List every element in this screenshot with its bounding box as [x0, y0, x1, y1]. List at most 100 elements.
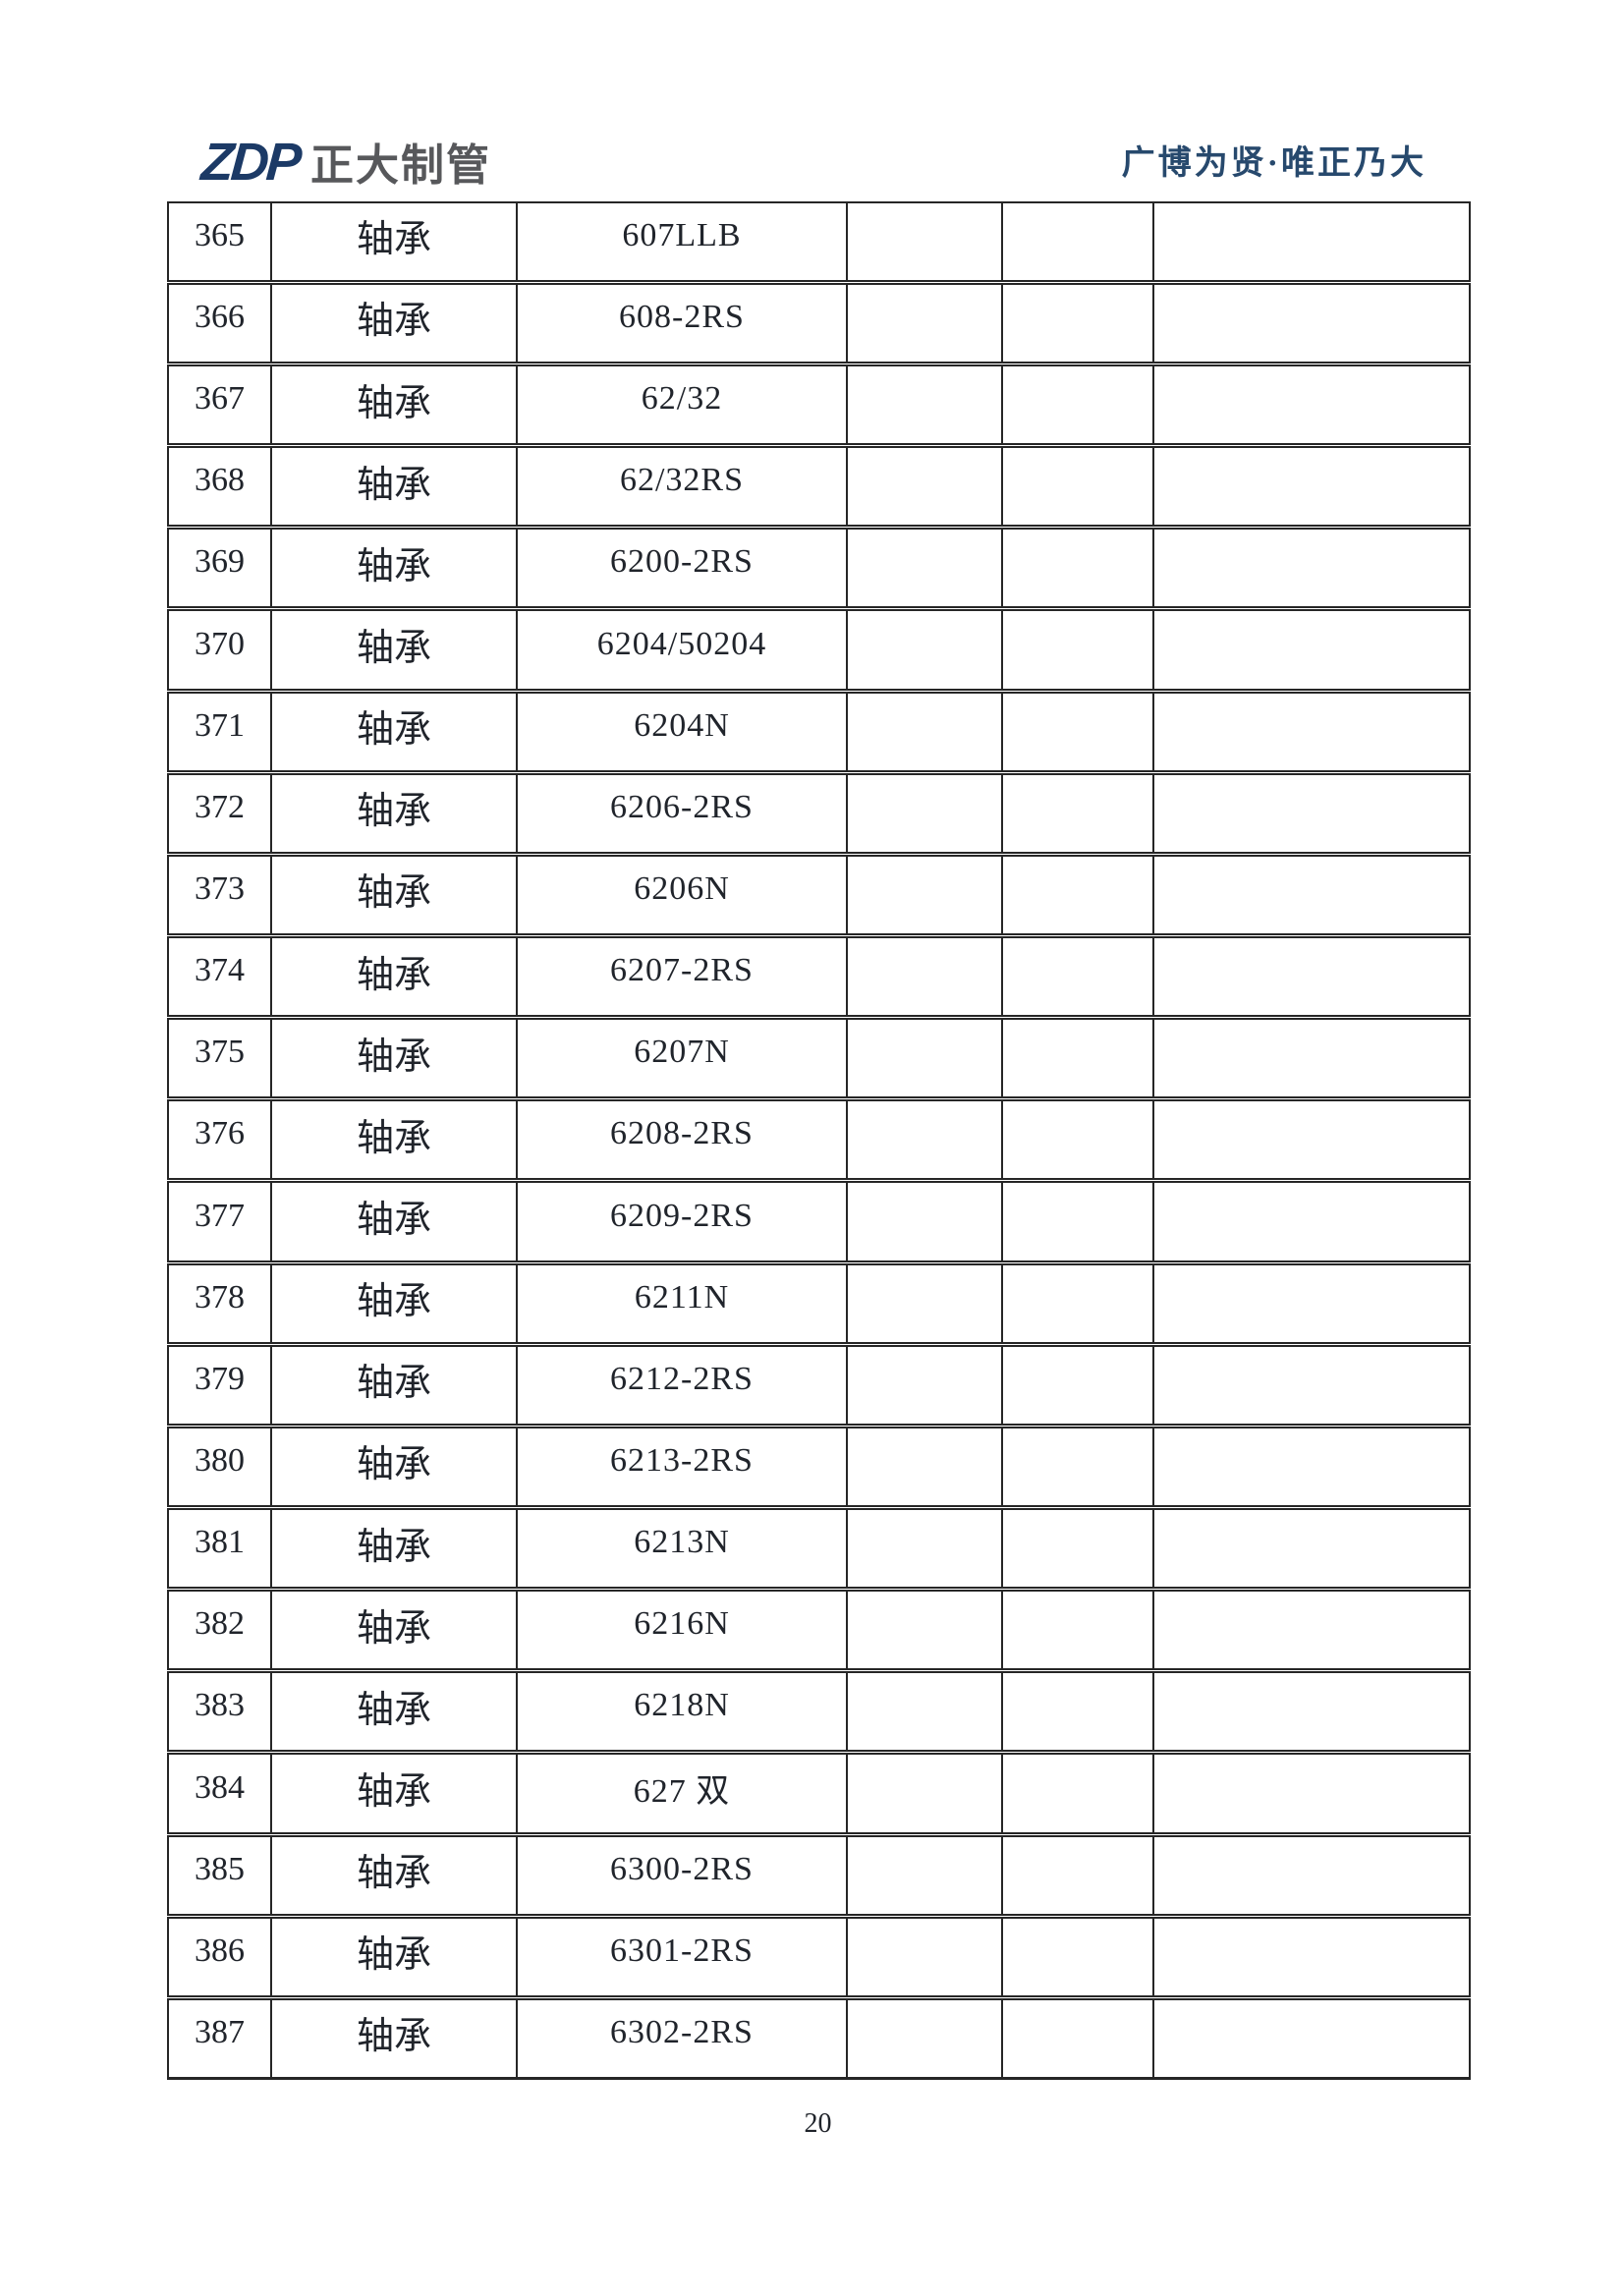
empty-cell	[1001, 1750, 1154, 1836]
item-name-cell: 轴承	[270, 443, 518, 529]
empty-cell	[846, 933, 1003, 1019]
row-number-cell: 378	[167, 1260, 272, 1346]
empty-cell	[846, 688, 1003, 774]
table-row: 374 轴承 6207-2RS	[167, 933, 1471, 1019]
table-row: 385 轴承 6300-2RS	[167, 1831, 1471, 1918]
empty-cell	[1001, 525, 1154, 610]
model-cell: 6206-2RS	[516, 769, 848, 856]
item-name-cell: 轴承	[270, 279, 518, 365]
empty-cell	[846, 525, 1003, 610]
empty-cell	[1152, 362, 1471, 447]
model-cell: 6216N	[516, 1587, 848, 1672]
row-number-cell: 371	[167, 688, 272, 774]
empty-cell	[1152, 1994, 1471, 2080]
empty-cell	[846, 1260, 1003, 1346]
empty-cell	[1152, 688, 1471, 774]
row-number-cell: 384	[167, 1750, 272, 1836]
empty-cell	[846, 769, 1003, 856]
empty-cell	[1152, 1750, 1471, 1836]
table-row: 387 轴承 6302-2RS	[167, 1994, 1471, 2080]
empty-cell	[846, 279, 1003, 365]
item-name-cell: 轴承	[270, 1587, 518, 1672]
item-name-cell: 轴承	[270, 1096, 518, 1182]
table-row: 365 轴承 607LLB	[167, 200, 1471, 284]
row-number-cell: 385	[167, 1831, 272, 1918]
empty-cell	[846, 1423, 1003, 1509]
table-row: 369 轴承 6200-2RS	[167, 525, 1471, 610]
item-name-cell: 轴承	[270, 1423, 518, 1509]
table-row: 368 轴承 62/32RS	[167, 443, 1471, 529]
model-cell: 6204/50204	[516, 606, 848, 693]
empty-cell	[1152, 279, 1471, 365]
empty-cell	[1152, 200, 1471, 284]
empty-cell	[1001, 1913, 1154, 1999]
empty-cell	[846, 1913, 1003, 1999]
model-cell: 62/32	[516, 362, 848, 447]
item-name-cell: 轴承	[270, 688, 518, 774]
item-name-cell: 轴承	[270, 1505, 518, 1591]
empty-cell	[1152, 1178, 1471, 1264]
empty-cell	[1001, 1994, 1154, 2080]
item-name-cell: 轴承	[270, 525, 518, 610]
empty-cell	[1152, 851, 1471, 937]
model-cell: 6218N	[516, 1668, 848, 1754]
item-name-cell: 轴承	[270, 1341, 518, 1428]
row-number-cell: 387	[167, 1994, 272, 2080]
empty-cell	[1001, 362, 1154, 447]
item-name-cell: 轴承	[270, 1913, 518, 1999]
empty-cell	[1001, 1015, 1154, 1100]
empty-cell	[1152, 769, 1471, 856]
empty-cell	[846, 200, 1003, 284]
table-row: 370 轴承 6204/50204	[167, 606, 1471, 693]
empty-cell	[846, 1831, 1003, 1918]
item-name-cell: 轴承	[270, 1994, 518, 2080]
table-row: 376 轴承 6208-2RS	[167, 1096, 1471, 1182]
empty-cell	[1152, 933, 1471, 1019]
empty-cell	[846, 1587, 1003, 1672]
table-row: 384 轴承 627 双	[167, 1750, 1471, 1836]
empty-cell	[1001, 1505, 1154, 1591]
model-cell: 6204N	[516, 688, 848, 774]
item-name-cell: 轴承	[270, 1260, 518, 1346]
table-row: 375 轴承 6207N	[167, 1015, 1471, 1100]
empty-cell	[846, 443, 1003, 529]
empty-cell	[1152, 1831, 1471, 1918]
empty-cell	[846, 1015, 1003, 1100]
row-number-cell: 374	[167, 933, 272, 1019]
item-name-cell: 轴承	[270, 1015, 518, 1100]
item-name-cell: 轴承	[270, 1831, 518, 1918]
empty-cell	[1001, 1341, 1154, 1428]
empty-cell	[1152, 1096, 1471, 1182]
table-row: 379 轴承 6212-2RS	[167, 1341, 1471, 1428]
table-row: 371 轴承 6204N	[167, 688, 1471, 774]
empty-cell	[1001, 1831, 1154, 1918]
empty-cell	[846, 1341, 1003, 1428]
table-row: 383 轴承 6218N	[167, 1668, 1471, 1754]
empty-cell	[846, 606, 1003, 693]
row-number-cell: 380	[167, 1423, 272, 1509]
empty-cell	[1152, 1260, 1471, 1346]
model-cell: 6209-2RS	[516, 1178, 848, 1264]
empty-cell	[1001, 1587, 1154, 1672]
empty-cell	[1001, 1260, 1154, 1346]
item-name-cell: 轴承	[270, 851, 518, 937]
item-name-cell: 轴承	[270, 200, 518, 284]
item-name-cell: 轴承	[270, 1178, 518, 1264]
empty-cell	[1152, 443, 1471, 529]
empty-cell	[1001, 606, 1154, 693]
empty-cell	[846, 362, 1003, 447]
table-row: 378 轴承 6211N	[167, 1260, 1471, 1346]
row-number-cell: 370	[167, 606, 272, 693]
empty-cell	[1152, 1587, 1471, 1672]
empty-cell	[1152, 1505, 1471, 1591]
parts-table: 365 轴承 607LLB 366 轴承 608-2RS 367 轴承 62/3…	[167, 200, 1471, 2080]
model-cell: 6213-2RS	[516, 1423, 848, 1509]
row-number-cell: 379	[167, 1341, 272, 1428]
row-number-cell: 368	[167, 443, 272, 529]
empty-cell	[1152, 606, 1471, 693]
empty-cell	[1001, 1423, 1154, 1509]
row-number-cell: 367	[167, 362, 272, 447]
model-cell: 607LLB	[516, 200, 848, 284]
row-number-cell: 386	[167, 1913, 272, 1999]
empty-cell	[1152, 1341, 1471, 1428]
